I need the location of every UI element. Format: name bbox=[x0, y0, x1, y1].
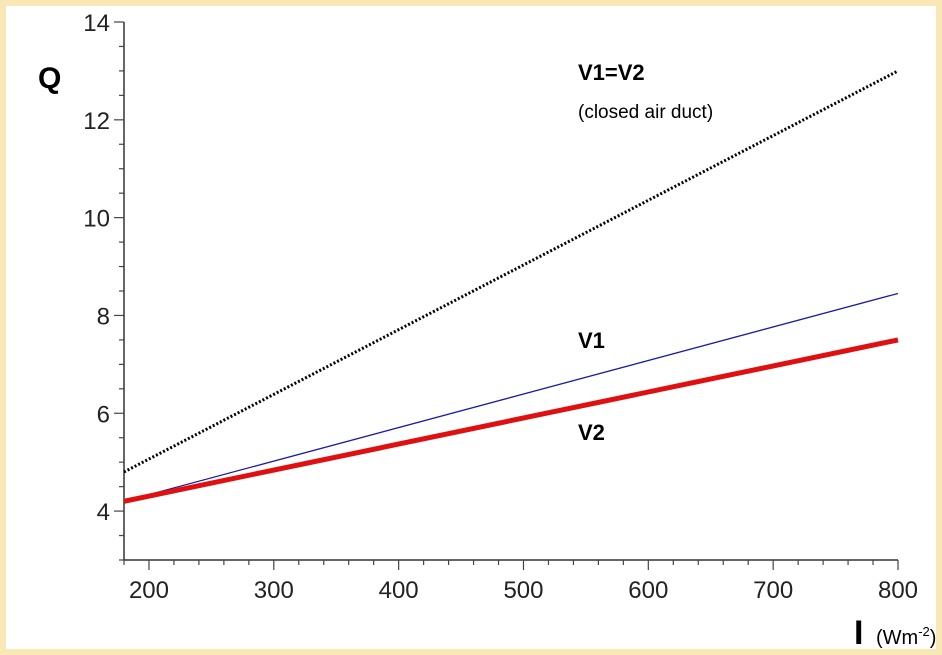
annotation-v1: V1 bbox=[578, 328, 605, 353]
x-tick-label: 500 bbox=[503, 577, 543, 604]
series-line-v2 bbox=[123, 337, 899, 504]
y-axis-label: Q bbox=[38, 62, 61, 95]
y-tick-label: 8 bbox=[97, 303, 110, 330]
x-axis-label: I bbox=[854, 614, 863, 652]
labels: Q I (Wm-2) V1=V2 (closed air duct) V1 V2 bbox=[38, 60, 936, 652]
x-tick-label: 700 bbox=[753, 577, 793, 604]
annotation-v2: V2 bbox=[578, 420, 605, 445]
series-line-v1 bbox=[123, 292, 899, 502]
x-tick-label: 200 bbox=[129, 577, 169, 604]
y-tick-label: 10 bbox=[83, 206, 110, 233]
annotation-closed-air-duct: (closed air duct) bbox=[578, 102, 713, 123]
x-tick-label: 800 bbox=[878, 577, 918, 604]
y-tick-label: 12 bbox=[83, 108, 110, 135]
plot-panel bbox=[6, 6, 936, 649]
x-tick-label: 400 bbox=[379, 577, 419, 604]
x-tick-label: 600 bbox=[628, 577, 668, 604]
y-tick-label: 4 bbox=[97, 499, 110, 526]
annotation-v1-eq-v2: V1=V2 bbox=[578, 60, 645, 85]
x-tick-label: 300 bbox=[254, 577, 294, 604]
series-lines bbox=[123, 69, 899, 504]
y-tick-label: 14 bbox=[83, 10, 110, 37]
x-axis-unit: (Wm-2) bbox=[876, 624, 936, 649]
series-line-v1-v2 bbox=[123, 69, 899, 474]
ticks: 4 6 8 10 12 14 200 300 400 500 600 700 800 bbox=[83, 10, 918, 604]
y-tick-label: 6 bbox=[97, 401, 110, 428]
